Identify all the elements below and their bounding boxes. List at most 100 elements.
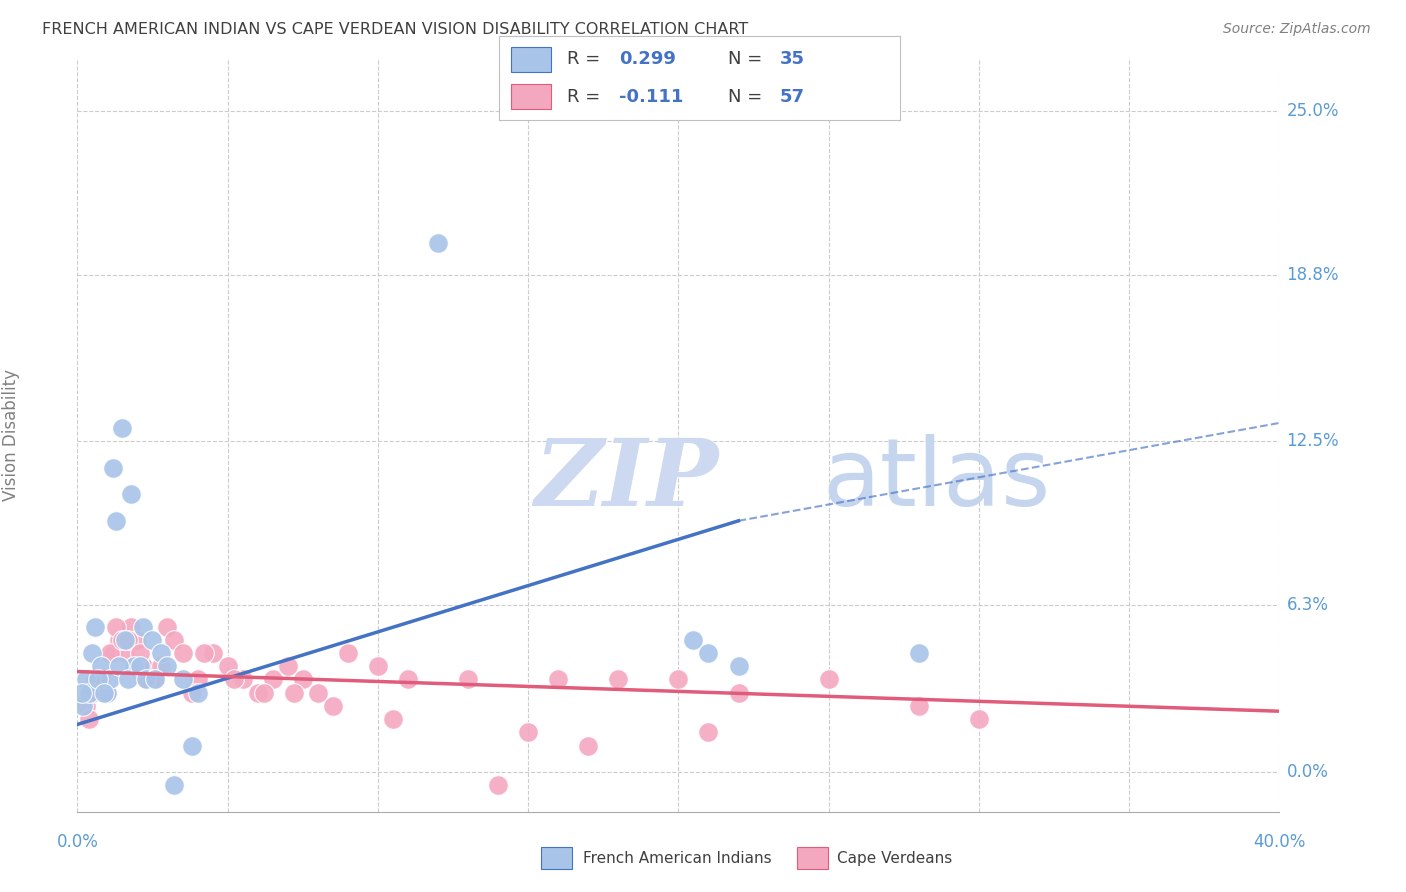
Point [186,673,209,687]
Point [100,673,122,687]
Point [129,659,152,673]
Point [232,673,254,687]
Text: 18.8%: 18.8% [1286,266,1339,284]
Point [124,659,146,673]
Text: 0.0%: 0.0% [56,833,98,851]
FancyBboxPatch shape [512,46,551,72]
Point [908,698,931,713]
Point [291,673,314,687]
Point [145,673,167,687]
Point [172,646,194,660]
Point [156,619,179,633]
Point [517,725,540,739]
Point [277,659,299,673]
Point [156,659,179,673]
Point [141,673,163,687]
Point [129,646,152,660]
Point [908,646,931,660]
Point [108,632,131,647]
Point [367,659,389,673]
Point [186,686,209,700]
Point [135,673,157,687]
Point [72,698,94,713]
Point [90,673,112,687]
Point [396,673,419,687]
Point [150,659,173,673]
Point [70,686,93,700]
Point [120,487,142,501]
Point [697,725,720,739]
Point [111,632,134,647]
Point [108,659,131,673]
Point [103,646,125,660]
Text: 6.3%: 6.3% [1286,597,1329,615]
Text: N =: N = [727,51,768,69]
Point [87,673,110,687]
Point [682,632,704,647]
Point [84,619,107,633]
Point [967,712,990,726]
Point [105,619,128,633]
Point [262,673,284,687]
FancyBboxPatch shape [512,84,551,110]
Text: ZIP: ZIP [534,435,718,525]
Text: atlas: atlas [823,434,1050,526]
Point [217,659,239,673]
Point [727,686,749,700]
Point [127,632,149,647]
Text: Vision Disability: Vision Disability [3,369,20,500]
Point [79,712,101,726]
Point [162,632,184,647]
Text: R =: R = [567,51,606,69]
Point [253,686,276,700]
Text: 57: 57 [779,87,804,105]
Point [132,659,155,673]
Point [96,686,118,700]
Point [132,619,155,633]
Point [100,646,122,660]
Point [135,673,157,687]
Point [283,686,305,700]
Text: 12.5%: 12.5% [1286,433,1339,450]
Point [172,673,194,687]
Point [817,673,839,687]
Point [697,646,720,660]
Point [668,673,690,687]
Point [117,673,139,687]
Point [547,673,569,687]
Point [87,673,110,687]
Text: 35: 35 [779,51,804,69]
Point [162,778,184,792]
Point [75,673,97,687]
Text: Source: ZipAtlas.com: Source: ZipAtlas.com [1223,22,1371,37]
Text: French American Indians: French American Indians [583,851,772,865]
Point [114,632,136,647]
Point [336,646,359,660]
Point [117,632,139,647]
Text: 25.0%: 25.0% [1286,102,1339,120]
Text: -0.111: -0.111 [619,87,683,105]
Point [79,686,101,700]
Text: 0.0%: 0.0% [1286,763,1329,781]
Point [607,673,630,687]
Text: 0.299: 0.299 [619,51,676,69]
Point [90,659,112,673]
Text: R =: R = [567,87,606,105]
Point [307,686,329,700]
Point [201,646,224,660]
Text: 40.0%: 40.0% [1253,833,1306,851]
Text: Cape Verdeans: Cape Verdeans [837,851,952,865]
Point [193,646,215,660]
Point [103,461,125,475]
Point [150,646,173,660]
Point [381,712,404,726]
Point [75,698,97,713]
Point [486,778,509,792]
Point [322,698,344,713]
Point [82,646,104,660]
Point [111,421,134,435]
Point [96,686,118,700]
Point [180,739,202,753]
Point [145,673,167,687]
Point [141,632,163,647]
